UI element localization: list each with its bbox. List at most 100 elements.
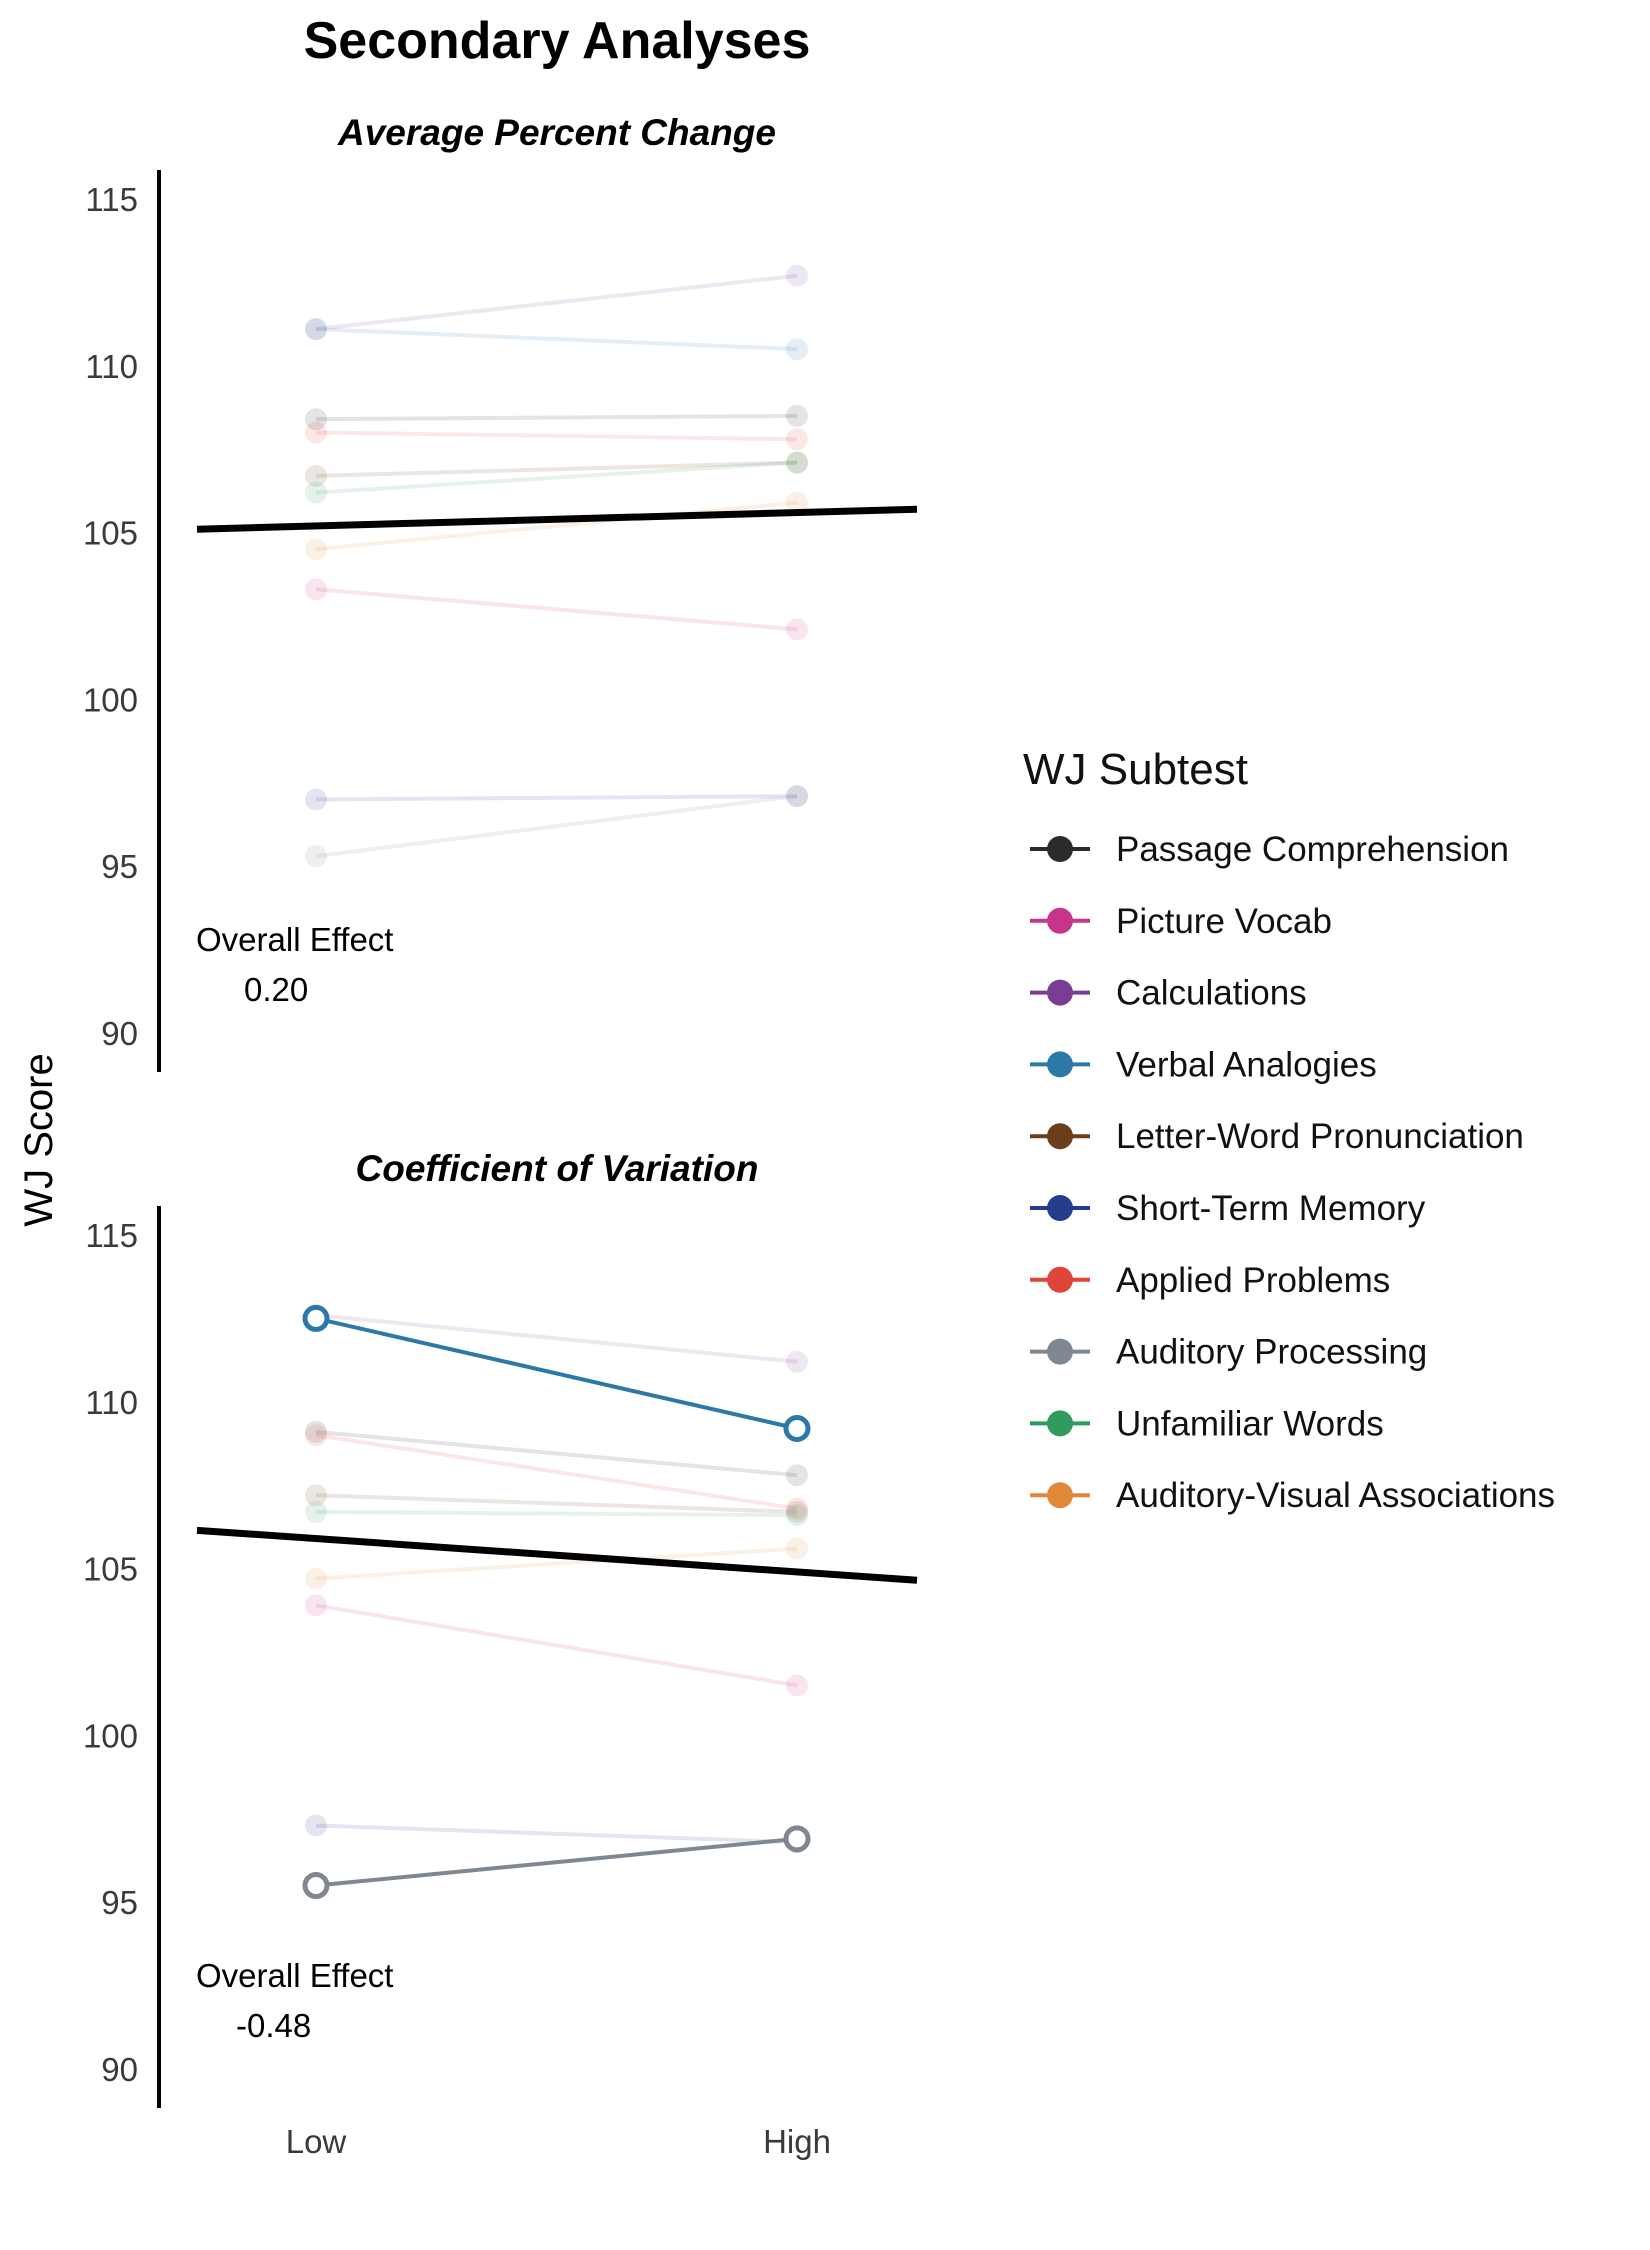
legend-swatch-marker (1047, 1410, 1073, 1437)
data-point (302, 1304, 330, 1332)
chart-title: Secondary Analyses (304, 12, 811, 70)
legend: WJ Subtest Passage Comprehension Picture … (1023, 745, 1555, 1515)
legend-swatch-marker (1047, 1195, 1073, 1221)
legend-item-letter-word-pronunciation: Letter-Word Pronunciation (1030, 1117, 1524, 1156)
overall-effect-value: 0.20 (244, 971, 308, 1008)
legend-label: Short-Term Memory (1116, 1189, 1426, 1228)
series-applied-problems (305, 1424, 808, 1520)
data-point (786, 1497, 808, 1520)
legend-swatch-marker (1047, 979, 1073, 1006)
y-tick-label: 95 (101, 848, 138, 885)
legend-item-applied-problems: Applied Problems (1030, 1261, 1390, 1300)
data-point (786, 451, 808, 474)
legend-item-short-term-memory: Short-Term Memory (1030, 1189, 1426, 1228)
legend-swatch-marker (1047, 907, 1073, 934)
y-tick-label: 115 (85, 1217, 138, 1254)
series-line (315, 794, 798, 802)
series-calculations (305, 264, 808, 341)
series-line (315, 273, 798, 332)
data-point (305, 1594, 327, 1617)
data-point (786, 428, 808, 451)
data-point (786, 618, 808, 641)
x-tick-labels: Low High (286, 2123, 831, 2160)
legend-item-unfamiliar-words: Unfamiliar Words (1030, 1404, 1384, 1443)
series-passage-comprehension (305, 404, 808, 431)
legend-label: Passage Comprehension (1116, 830, 1509, 869)
legend-label: Letter-Word Pronunciation (1116, 1117, 1524, 1156)
overall-effect-line (196, 1526, 918, 1584)
series-line (315, 500, 798, 552)
y-tick-label: 90 (101, 2051, 138, 2088)
data-point (786, 491, 808, 514)
data-point (305, 1500, 327, 1523)
legend-label: Unfamiliar Words (1116, 1404, 1384, 1443)
series-line (315, 1546, 798, 1581)
legend-label: Verbal Analogies (1116, 1045, 1377, 1084)
y-tick-label: 110 (85, 348, 138, 385)
series-applied-problems (305, 421, 808, 451)
data-point (786, 1504, 808, 1527)
legend-swatch-marker (1047, 1123, 1073, 1150)
series-auditory-visual-associations (305, 1537, 808, 1590)
y-tick-label: 100 (83, 1717, 138, 1754)
data-point (305, 318, 327, 341)
data-point (302, 1872, 330, 1900)
panel-coefficient-of-variation: Coefficient of Variation 90 95 100 105 110 11… (83, 1148, 918, 2108)
series-layer (302, 1304, 811, 1900)
series-picture-vocab (305, 578, 808, 641)
series-line (315, 1509, 798, 1518)
panel-subtitle: Coefficient of Variation (356, 1148, 759, 1189)
data-point (786, 404, 808, 427)
data-point (305, 1484, 327, 1507)
series-auditory-visual-associations (305, 491, 808, 561)
data-point (786, 264, 808, 287)
series-line (315, 430, 798, 442)
data-point (786, 785, 808, 808)
data-point (305, 421, 327, 444)
data-point (783, 1825, 811, 1853)
series-line (315, 460, 798, 478)
series-picture-vocab (305, 1594, 808, 1697)
y-tick-labels: 90 95 100 105 110 115 (83, 181, 138, 1052)
x-tick-label: High (763, 2123, 831, 2160)
legend-item-passage-comprehension: Passage Comprehension (1030, 830, 1509, 869)
series-auditory-processing (302, 1825, 811, 1900)
series-line (315, 1316, 798, 1431)
legend-label: Auditory-Visual Associations (1116, 1476, 1555, 1515)
data-point (305, 481, 327, 504)
legend-item-verbal-analogies: Verbal Analogies (1030, 1045, 1377, 1084)
overall-layer (196, 1526, 918, 1584)
legend-item-calculations: Calculations (1030, 974, 1307, 1013)
series-unfamiliar-words (305, 1500, 808, 1527)
legend-swatch-marker (1047, 1482, 1073, 1509)
series-line (315, 460, 798, 495)
series-line (315, 1823, 798, 1845)
data-point (786, 1350, 808, 1373)
legend-item-auditory-processing: Auditory Processing (1030, 1333, 1427, 1372)
panel-subtitle: Average Percent Change (337, 112, 776, 153)
overall-effect-line (196, 505, 918, 533)
y-axis-label: WJ Score (17, 1053, 61, 1226)
y-tick-label: 90 (101, 1015, 138, 1052)
data-point (786, 1500, 808, 1523)
data-point (305, 845, 327, 868)
series-letter-word-pronunciation (305, 451, 808, 487)
y-tick-label: 95 (101, 1884, 138, 1921)
overall-effect-value: -0.48 (236, 2007, 311, 2044)
series-letter-word-pronunciation (305, 1484, 808, 1523)
series-verbal-analogies (302, 1304, 811, 1442)
overall-effect-label: Overall Effect (196, 1957, 393, 1994)
legend-entries: Passage Comprehension Picture Vocab Calcul… (1030, 830, 1555, 1515)
y-tick-labels: 90 95 100 105 110 115 (83, 1217, 138, 2088)
series-unfamiliar-words (305, 451, 808, 504)
y-tick-label: 110 (85, 1384, 138, 1421)
data-point (305, 538, 327, 561)
data-point (305, 318, 327, 341)
data-point (786, 1464, 808, 1487)
data-point (786, 1537, 808, 1560)
series-line (315, 1836, 798, 1888)
legend-label: Picture Vocab (1116, 902, 1332, 941)
data-point (305, 1424, 327, 1447)
series-auditory-processing (305, 785, 808, 868)
